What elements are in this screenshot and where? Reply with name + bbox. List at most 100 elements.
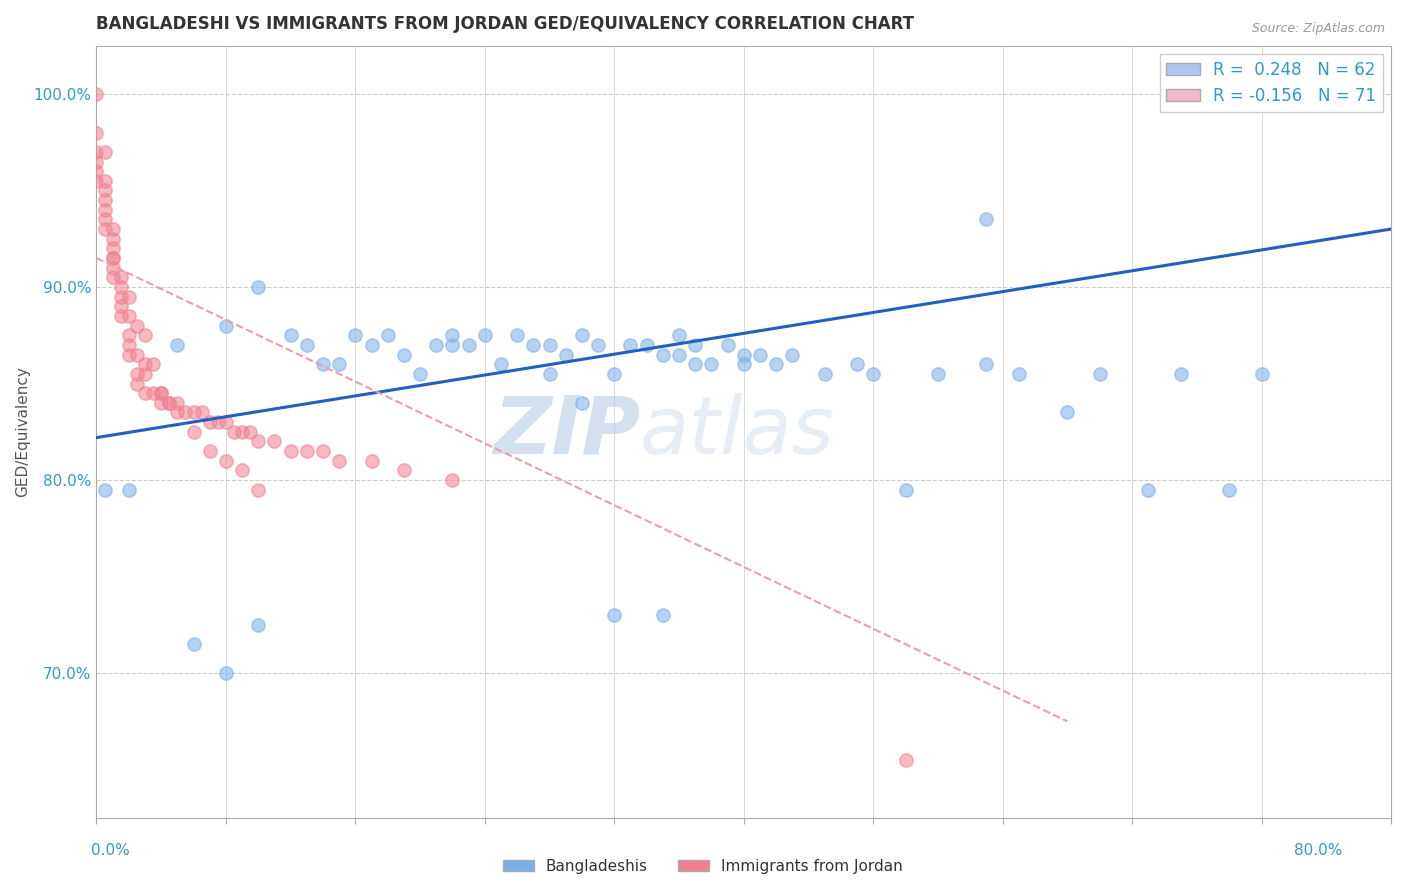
Point xyxy=(554,347,576,361)
Point xyxy=(150,386,173,401)
Point xyxy=(93,174,115,188)
Point xyxy=(93,212,115,227)
Point xyxy=(134,367,156,381)
Point xyxy=(190,405,212,419)
Point xyxy=(1250,367,1272,381)
Point xyxy=(118,483,141,497)
Point xyxy=(101,251,124,265)
Point xyxy=(101,222,124,236)
Point xyxy=(733,347,755,361)
Point xyxy=(441,328,464,343)
Point xyxy=(110,270,132,285)
Point xyxy=(328,454,350,468)
Point xyxy=(215,454,238,468)
Point xyxy=(93,193,115,207)
Point xyxy=(927,367,949,381)
Point xyxy=(215,415,238,429)
Point xyxy=(603,608,626,623)
Point xyxy=(360,454,382,468)
Point xyxy=(733,357,755,371)
Point xyxy=(425,338,447,352)
Point xyxy=(1008,367,1031,381)
Y-axis label: GED/Equivalency: GED/Equivalency xyxy=(15,367,30,497)
Point xyxy=(748,347,770,361)
Point xyxy=(538,367,561,381)
Point xyxy=(93,202,115,217)
Point xyxy=(247,280,270,294)
Point xyxy=(506,328,529,343)
Point xyxy=(183,425,205,439)
Point xyxy=(142,386,165,401)
Point xyxy=(312,444,335,458)
Point xyxy=(166,405,188,419)
Point xyxy=(86,154,108,169)
Point xyxy=(101,260,124,275)
Point xyxy=(538,338,561,352)
Point xyxy=(765,357,787,371)
Point xyxy=(683,357,706,371)
Point xyxy=(125,347,148,361)
Point xyxy=(651,608,673,623)
Point xyxy=(215,318,238,333)
Point xyxy=(150,386,173,401)
Point xyxy=(571,328,593,343)
Point xyxy=(295,444,318,458)
Point xyxy=(392,463,415,477)
Legend: Bangladeshis, Immigrants from Jordan: Bangladeshis, Immigrants from Jordan xyxy=(496,853,910,880)
Point xyxy=(86,145,108,159)
Point xyxy=(392,347,415,361)
Point xyxy=(93,184,115,198)
Point xyxy=(862,367,884,381)
Point xyxy=(118,290,141,304)
Point xyxy=(101,270,124,285)
Point xyxy=(474,328,496,343)
Point xyxy=(280,444,302,458)
Point xyxy=(814,367,837,381)
Point xyxy=(125,318,148,333)
Point xyxy=(110,299,132,313)
Point xyxy=(409,367,432,381)
Text: atlas: atlas xyxy=(640,392,835,471)
Point xyxy=(668,347,690,361)
Point xyxy=(1170,367,1192,381)
Point xyxy=(619,338,641,352)
Point xyxy=(603,367,626,381)
Point xyxy=(118,309,141,323)
Point xyxy=(118,347,141,361)
Point xyxy=(976,357,998,371)
Point xyxy=(157,396,180,410)
Point xyxy=(1218,483,1240,497)
Point xyxy=(142,357,165,371)
Point xyxy=(86,126,108,140)
Point xyxy=(239,425,262,439)
Text: Source: ZipAtlas.com: Source: ZipAtlas.com xyxy=(1251,22,1385,36)
Point xyxy=(295,338,318,352)
Point xyxy=(166,396,188,410)
Point xyxy=(1137,483,1160,497)
Point xyxy=(716,338,738,352)
Point xyxy=(1088,367,1111,381)
Point xyxy=(312,357,335,371)
Point xyxy=(651,347,673,361)
Point xyxy=(586,338,609,352)
Point xyxy=(222,425,245,439)
Point xyxy=(441,338,464,352)
Point xyxy=(247,434,270,449)
Point xyxy=(134,328,156,343)
Point xyxy=(101,241,124,255)
Point xyxy=(1056,405,1078,419)
Point xyxy=(231,463,253,477)
Text: BANGLADESHI VS IMMIGRANTS FROM JORDAN GED/EQUIVALENCY CORRELATION CHART: BANGLADESHI VS IMMIGRANTS FROM JORDAN GE… xyxy=(97,15,914,33)
Text: ZIP: ZIP xyxy=(492,392,640,471)
Point xyxy=(668,328,690,343)
Point xyxy=(93,222,115,236)
Point xyxy=(118,338,141,352)
Text: 0.0%: 0.0% xyxy=(91,843,131,858)
Point xyxy=(522,338,544,352)
Point xyxy=(93,145,115,159)
Point xyxy=(101,251,124,265)
Point xyxy=(700,357,723,371)
Point xyxy=(894,753,917,767)
Point xyxy=(377,328,399,343)
Point xyxy=(110,280,132,294)
